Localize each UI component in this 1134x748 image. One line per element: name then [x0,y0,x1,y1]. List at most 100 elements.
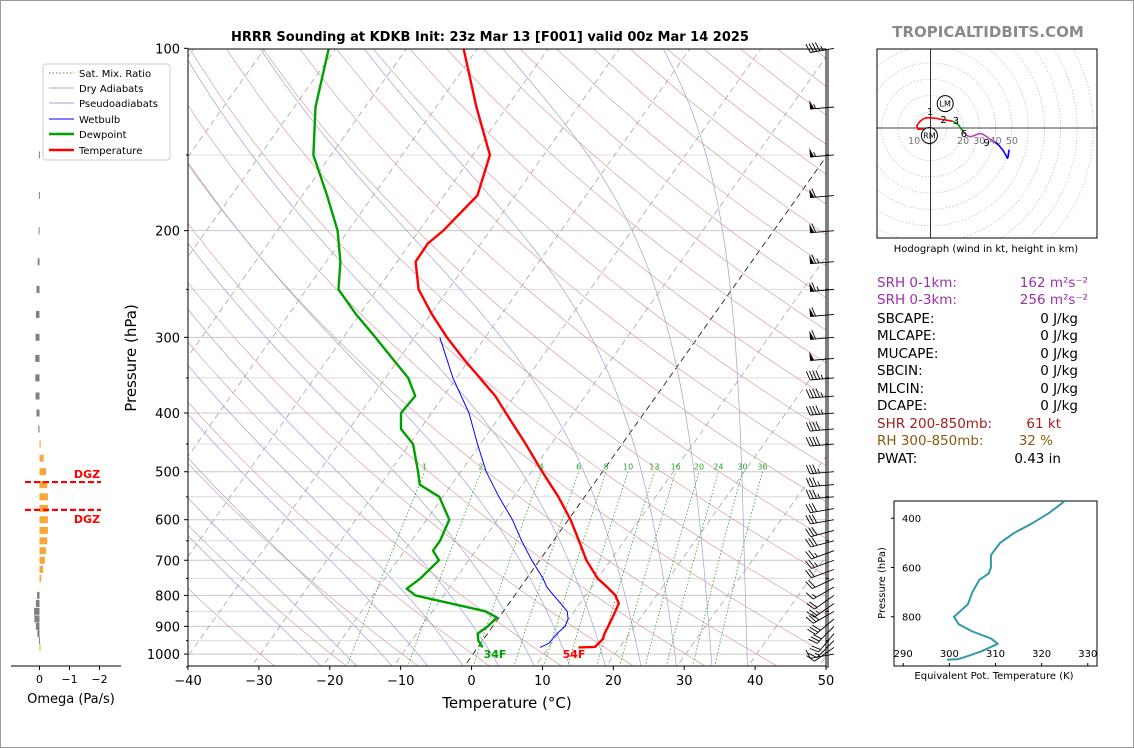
omega-bar [35,310,40,318]
dry-adiabat-line [482,49,826,331]
pseudoadiabat-line [188,364,464,666]
wind-barb-flag [814,42,821,52]
mixing-ratio-line [407,471,482,666]
wind-barb-staff [812,586,835,600]
left-mover-marker-circle [936,95,954,113]
omega-bar [35,374,40,382]
hodograph-ring-label: 40 [990,136,1002,147]
isotherm-line [747,555,826,666]
theta-e-y-tick-label: 600 [902,563,921,574]
wind-barb-pennant [809,307,815,317]
x-tick-label: 40 [747,674,764,689]
legend-label-wetbulb: Wetbulb [79,115,120,126]
pseudoadiabat-line [502,49,713,666]
wind-barb-flag [805,43,811,53]
wind-barb-flag [805,649,811,659]
y-tick-label: 700 [155,554,180,569]
wind-barb-flag [811,188,817,198]
wind-barb-pennant [809,351,815,361]
wind-barb-flag [810,636,820,642]
mixing-ratio-line [714,471,763,666]
surface-dewpoint-label: 34F [484,648,507,661]
wind-barb [808,626,835,644]
x-axis-ticks: −40 −30 −20 −10 0 10 20 30 40 50 [174,666,834,689]
omega-bar [39,481,48,489]
wind-barb-pennant [809,282,815,292]
y-tick-label: 300 [155,331,180,346]
mlcin-value: 0 J/kg [1040,381,1078,397]
sbcin-label: SBCIN: [877,363,923,379]
mixing-ratio-labels: 1 2 4 6 8 10 13 16 20 24 30 36 [422,463,768,472]
dgz-label: DGZ [74,513,100,526]
wind-barb-flag [811,330,817,340]
theta-e-y-tick-label: 400 [902,514,921,525]
wind-barb-pennant [809,330,815,340]
hodograph-height-label: 2 [940,115,946,126]
wind-barb [805,559,835,569]
omega-bar [39,526,48,534]
y-tick-label: 500 [155,466,180,481]
wind-barb-flag [808,638,818,644]
srh-0-3km-value: 256 m²s⁻² [1020,292,1088,308]
omega-bar [38,637,40,645]
wind-barb [805,586,835,600]
wind-barb [806,595,835,610]
x-tick-label: −30 [245,674,272,689]
wind-barb-half-flag [814,652,820,656]
dry-adiabat-line [225,49,826,576]
omega-bar [39,574,42,582]
hodograph: 10 20 30 40 50 12 36 9 LM RM Hodograph (wind in k… [876,48,1098,255]
wind-barb-staff [810,336,835,340]
right-mover-marker: RM [920,127,938,144]
wind-barb-flag [812,489,817,499]
omega-bar [38,425,40,433]
mixing-ratio-label: 8 [604,463,609,472]
wind-barb-staff [810,395,835,399]
y-axis-ticks: 100 200 300 400 500 600 700 800 900 1000 [147,42,829,668]
skewt-chart: 1 2 4 6 8 10 13 16 20 24 30 36 −40 −30 −20 −10 0 10 20 30 4… [122,30,834,712]
dgz-label: DGZ [74,468,100,481]
isotherm-line [535,256,826,666]
omega-tick-label: 0 [36,673,43,686]
wind-barb-staff [810,471,835,475]
omega-bar [38,192,40,199]
hodograph-height-label: 1 [927,107,933,118]
hodograph-height-label: 6 [961,129,967,140]
mixing-ratio-label: 1 [422,463,427,472]
wind-barb-flag [805,437,811,447]
wind-barb [806,647,835,662]
omega-bar [35,333,40,341]
wind-barb-flag [808,527,815,537]
srh-0-1km-label: SRH 0-1km: [877,275,957,291]
wind-barb-flag [808,652,818,659]
wind-barb-flag [812,436,817,446]
mixing-ratio-label: 10 [623,463,633,472]
y-tick-label: 900 [155,620,180,635]
wind-barb-pennant [809,188,815,198]
wind-barb-staff [810,540,835,548]
wind-barb-half-flag [817,493,821,499]
wind-barb-flag [809,477,814,487]
dry-adiabat-line [446,49,826,364]
wind-barb-flag [805,490,811,500]
omega-bar [36,285,40,293]
wind-barb [805,514,835,525]
y-tick-label: 1000 [147,648,180,663]
dry-adiabat-line [188,462,419,666]
x-tick-label: −10 [387,674,414,689]
wind-barb-flag [812,405,817,415]
wind-barb-flag [808,537,815,547]
mixing-ratio-label: 4 [539,463,544,472]
legend-label-sat-mix-ratio: Sat. Mix. Ratio [79,69,151,80]
pseudoadiabat-line [188,242,535,666]
legend-label-temperature: Temperature [78,146,142,157]
dry-adiabat-line [336,49,826,467]
wind-barb [807,618,835,635]
hodograph-frame [876,48,1098,239]
legend-label-pseudoadiabats: Pseudoadiabats [79,99,158,110]
wind-barb-staff [818,633,835,653]
dry-adiabat-line [188,341,563,666]
dry-adiabat-line [188,281,635,666]
hodograph-segment [994,141,1010,160]
wind-barb-staff [814,603,835,618]
